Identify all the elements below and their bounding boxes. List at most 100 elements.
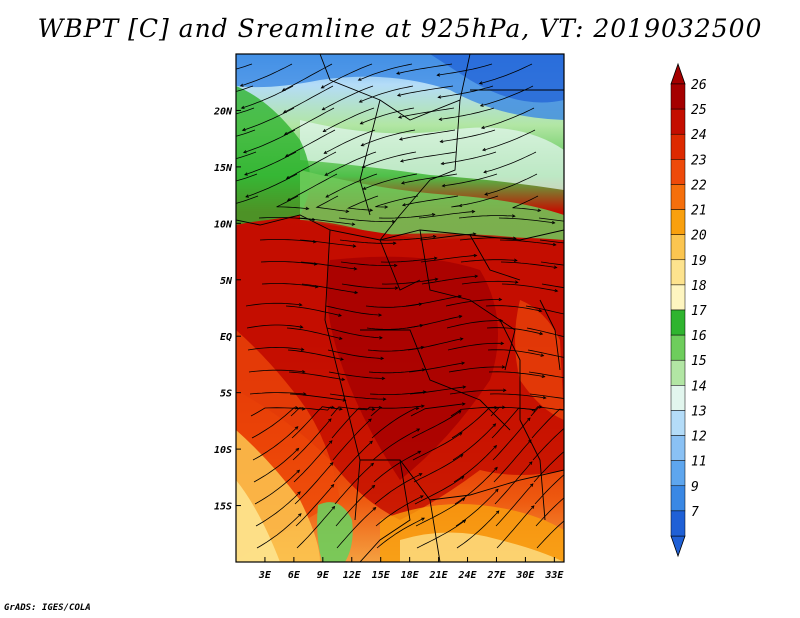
lon-tick-label: 6E [288,570,301,581]
streamline-arrow [328,440,333,444]
streamline [437,63,493,76]
streamline-arrow [573,466,576,469]
streamline-arrow [554,288,559,293]
streamline [527,349,564,358]
streamline [294,462,334,505]
streamline-arrow [295,447,300,452]
streamline-arrow [352,244,357,248]
streamline-arrow [331,505,336,510]
streamline [255,491,301,527]
streamline [253,448,299,483]
colorbar-swatch [670,259,686,286]
streamline-arrow [438,117,443,121]
streamline [484,173,538,195]
streamline [259,239,316,243]
streamline [236,107,255,115]
streamline [534,474,564,505]
streamline-arrow [514,280,519,284]
streamline-arrow [527,417,531,421]
streamline [369,391,426,396]
streamline [376,517,425,549]
streamline [329,393,386,400]
streamline [398,107,455,118]
colorbar-swatch [670,108,686,135]
streamline-arrow [494,406,499,410]
streamline [246,324,303,329]
streamline-arrow [320,85,325,89]
streamline-arrow [340,357,344,361]
streamline [532,427,564,461]
streamline-arrow [372,507,377,511]
streamline [251,407,299,439]
streamline [282,63,333,91]
streamline-arrow [458,314,463,319]
streamline-arrow [329,462,334,466]
streamline [447,342,504,351]
streamline [288,371,345,381]
colorbar-label: 14 [691,379,707,394]
streamline [375,495,424,527]
streamline [410,403,465,417]
streamline-arrow [369,440,373,445]
streamline [371,407,419,439]
streamline-arrow [539,331,544,336]
colorbar-bottom-arrow [670,535,686,558]
streamline [299,239,356,247]
streamline-arrow [432,235,437,239]
streamline [240,63,293,87]
streamline [346,195,379,211]
colorbar-label: 7 [691,505,699,520]
streamline [327,349,384,359]
streamline-arrow [323,150,328,154]
streamline-arrow [460,475,465,480]
streamline-arrow [434,277,439,282]
streamline-arrow [478,81,483,85]
streamline [408,362,465,373]
streamline [525,305,564,315]
streamline [287,173,338,201]
streamline [483,151,537,173]
streamline-arrow [339,407,343,411]
streamline [380,257,437,263]
streamline [461,280,518,285]
streamline [245,173,298,198]
streamline-arrow [461,402,466,406]
streamline [242,107,295,131]
colorbar-label: 13 [691,404,707,419]
streamline-arrow [401,203,406,207]
streamline-arrow [441,183,446,188]
colorbar-swatch [670,385,686,411]
streamline-arrow [474,274,479,279]
streamline [286,327,342,340]
streamline-arrow [553,265,558,269]
streamline-arrow [595,290,598,293]
streamline [331,407,375,439]
streamline [293,440,333,483]
streamline-arrow [384,205,389,209]
streamline-arrow [298,513,302,517]
lon-tick-label: 12E [343,570,362,581]
streamline-arrow [582,379,585,382]
streamline-arrow [531,409,536,413]
streamline-arrow [296,469,301,474]
streamline [289,393,346,401]
colorbar-swatch [670,485,686,512]
streamline-arrow [242,150,247,154]
streamline [488,371,545,378]
streamline [456,510,500,549]
colorbar-label: 17 [691,304,707,319]
streamline [243,129,296,153]
streamline-arrow [473,253,478,258]
streamline-arrow [494,466,498,471]
streamline-arrow [198,76,201,79]
lon-tick-label: 9E [317,570,330,581]
streamlines [198,63,598,549]
streamline-arrow [471,209,476,214]
streamline [402,195,459,206]
streamline [254,469,300,505]
streamline-arrow [592,222,595,225]
streamline-arrow [358,99,363,103]
streamline-arrow [330,483,335,488]
colorbar-label: 19 [691,254,707,269]
